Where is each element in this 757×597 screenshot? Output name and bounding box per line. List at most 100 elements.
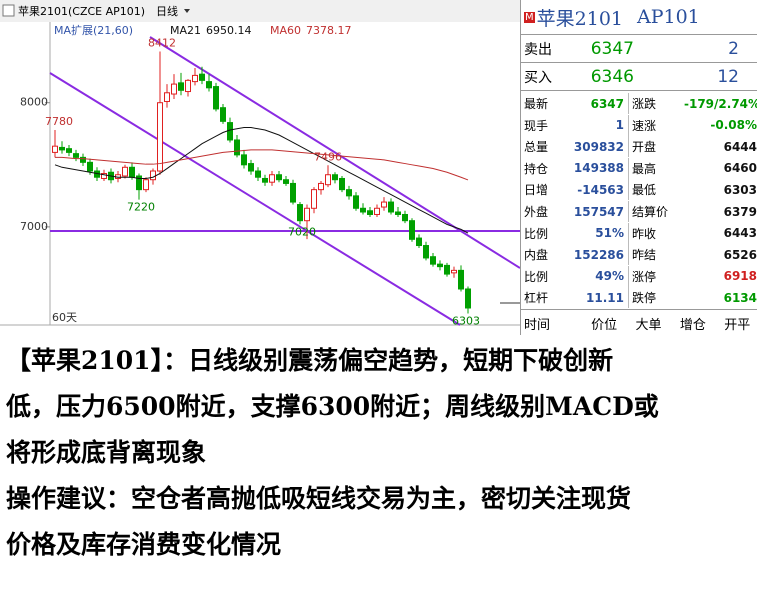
candle-body [164,92,170,102]
toolbar [0,0,520,22]
book-price: 6347 [590,38,634,59]
stat-value: 51% [595,226,624,241]
candle-body [185,79,191,93]
symbol: 苹果2101(CZCE AP101) [18,4,145,18]
caption-line: 低，压力6500附近，支撑6300附近；周线级别MACD或 [6,392,659,421]
quote-row: 持仓 149388 最高 6460 [521,157,757,179]
candle-body [402,213,408,222]
price-annotation: 7496 [314,150,342,163]
channel-lower [49,72,461,326]
quote-row: 内盘 152286 昨结 6526 [521,244,757,266]
stat-label: 内盘 [524,248,549,263]
price-annotation: 6303 [452,314,480,327]
checkbox[interactable] [2,4,15,17]
stat-value: 6347 [590,96,624,111]
candle-body [297,204,303,222]
candle-body [325,174,331,186]
y-tick-label: 7000 [20,220,48,233]
price-annotation: 8412 [148,37,176,50]
quote-row: 比例 51% 昨收 6443 [521,222,757,244]
book-price: 6346 [590,66,634,87]
quote-code: AP101 [637,6,700,28]
book-qty: 12 [717,66,739,87]
dropdown[interactable] [184,9,190,13]
candle-body [248,163,254,172]
candle-body [87,161,93,172]
stat-value: 6443 [723,226,757,241]
stat-value: -14563 [577,182,624,197]
chart: 苹果2101(CZCE AP101) 日线 MA扩展(21,60) 60天 70… [0,0,520,327]
candle-body [276,174,282,181]
candle-body [150,170,156,181]
candle-body [444,264,450,275]
stat-value: 149388 [573,161,624,176]
stat-value: 6379 [723,204,757,219]
candle-body [283,179,289,184]
stat-value: 6303 [723,182,757,197]
candle-body [234,139,240,156]
divider [628,201,629,222]
quote-row: 卖出 6347 2 [521,35,757,63]
candle-body [59,146,65,151]
note: 60天 [52,311,77,324]
candle-body [129,166,135,178]
stat-label: 昨收 [632,226,657,241]
candle-body [220,107,226,122]
stat-label: 最新 [524,97,549,111]
candle-body [430,256,436,265]
price-annotation: 7220 [127,201,155,214]
price-annotation: 7020 [288,225,316,238]
ma-line [54,127,469,234]
candle-body [192,74,198,83]
candle-body [367,210,373,215]
candle-body [290,182,296,203]
candle-body [353,195,359,209]
stat-label: 开盘 [632,140,657,155]
candle-body [395,211,401,215]
legend-value: 7378.17 [306,24,352,37]
stat-label: 涨跌 [632,97,657,111]
divider [628,265,629,287]
candle-body [388,201,394,213]
candle-body [374,207,380,215]
candle-body [241,154,247,166]
stat-label: 速涨 [632,118,657,133]
column-header: 开平 [724,317,751,333]
candle-body [339,177,345,191]
quote-title: 苹果2101 [536,7,623,30]
stat-value: 152286 [573,247,624,262]
divider [628,222,629,244]
quote-row: 外盘 157547 结算价 6379 [521,201,757,222]
price-annotation: 7780 [45,115,73,128]
caption-line: 操作建议：空仓者高抛低吸短线交易为主，密切关注现货 [6,484,632,513]
quote-row: 最新 6347 涨跌 -179/2.74% [521,93,757,114]
candle-body [332,174,338,181]
period[interactable]: 日线 [156,4,178,18]
candle-body [437,263,443,268]
y-tick-label: 8000 [20,96,48,109]
stat-value: 6444 [723,139,757,154]
divider [628,114,629,136]
indicator: MA扩展(21,60) [54,23,133,37]
stat-label: 跌停 [632,291,657,306]
candle-body [262,177,268,183]
stat-value: 6918 [723,269,757,284]
candle-body [171,83,177,95]
column-header: 价位 [591,317,618,333]
quote-row: 比例 49% 涨停 6918 [521,265,757,287]
stat-label: 杠杆 [524,291,549,306]
candle-body [458,269,464,290]
candle-body [360,207,366,213]
quote-header: M 苹果2101 AP101 [521,0,757,35]
candle-body [255,170,261,178]
stat-label: 最高 [632,161,657,176]
caption: 【苹果2101】：日线级别震荡偏空趋势，短期下破创新 低，压力6500附近，支撑6… [6,338,751,568]
divider [628,93,629,114]
stat-label: 比例 [524,269,549,284]
legend-name: MA21 [170,24,201,37]
quote-panel: M 苹果2101 AP101 卖出 6347 2 买入 6346 12 最新 6347 涨跌 -1… [520,0,757,335]
stat-value: 49% [595,269,624,284]
quote-row: 现手 1 速涨 -0.08% [521,114,757,136]
stat-label: 现手 [524,118,549,133]
